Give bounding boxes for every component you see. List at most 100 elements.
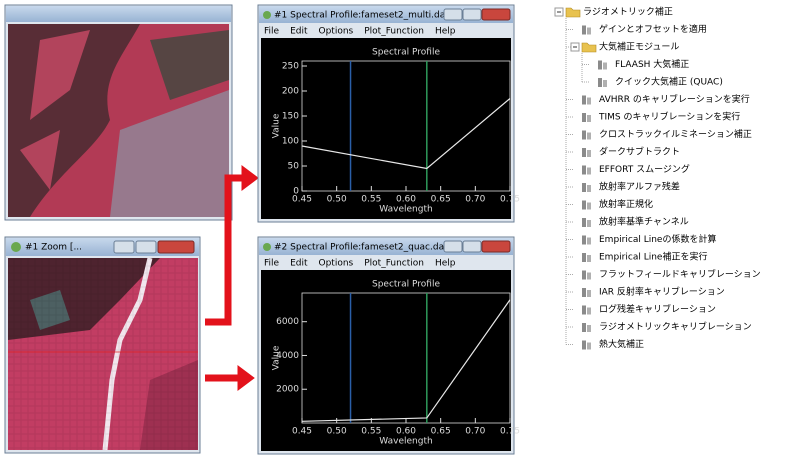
x-tick-label: 0.65 [431,195,451,205]
arrow-head [242,166,258,190]
close-button[interactable] [158,241,194,253]
window-title: #1 Spectral Profile:fameset2_multi.dat [274,11,449,21]
tree-item[interactable]: 放射率基準チャンネル [599,216,689,228]
tree-item[interactable]: ラジオメトリックキャリブレーション [599,321,752,333]
tool-icon [582,26,586,35]
tool-icon [582,236,586,245]
y-tick-label: 6000 [276,317,299,327]
menu-item[interactable]: Plot_Function [364,259,424,269]
tree-item[interactable]: IAR 反射率キャリブレーション [599,286,725,298]
tool-icon [587,255,591,262]
profile-windows: #1 Spectral Profile:fameset2_multi.dat Fi… [258,5,520,454]
menu-item[interactable]: Options [319,259,354,269]
tool-icon [587,290,591,297]
plot-title: Spectral Profile [372,48,440,58]
tool-icon [582,183,586,192]
tool-icon [582,271,586,280]
menu-item[interactable]: Plot_Function [364,27,424,37]
menu-item[interactable]: Help [435,259,456,269]
close-button[interactable] [482,241,510,252]
tool-icon [582,218,586,227]
menu-item[interactable]: Edit [290,259,308,269]
folder-icon [566,8,580,17]
tree-item[interactable]: EFFORT スムージング [599,163,690,175]
tool-icon [582,306,586,315]
tree-item[interactable]: ラジオメトリック補正 [583,6,673,18]
tool-icon [587,238,591,245]
tool-icon [587,168,591,175]
menu-item[interactable]: Help [435,27,456,37]
zoom-window: #1 Zoom [... [5,237,200,453]
x-tick-label: 0.60 [396,195,416,205]
tool-icon [603,63,607,70]
x-tick-label: 0.55 [361,427,381,437]
tree-item[interactable]: 放射率正規化 [599,198,653,210]
profile-window: #1 Spectral Profile:fameset2_multi.dat Fi… [258,5,520,222]
tree-item[interactable]: AVHRR のキャリブレーションを実行 [599,93,750,105]
tool-icon [587,28,591,35]
minimize-button[interactable] [114,241,134,253]
window-title: #2 Spectral Profile:fameset2_quac.dat [274,243,448,253]
profile-window: #2 Spectral Profile:fameset2_quac.dat Fil… [258,237,520,454]
tool-icon [587,343,591,350]
x-tick-label: 0.60 [396,427,416,437]
app-icon [263,243,271,251]
tree-item[interactable]: FLAASH 大気補正 [615,58,689,70]
tool-icon [587,185,591,192]
x-tick-label: 0.50 [327,427,347,437]
window-title: #1 Zoom [... [25,243,82,253]
y-tick-label: 200 [282,87,299,97]
folder-icon [582,43,596,52]
x-tick-label: 0.75 [500,195,520,205]
tree-item[interactable]: ゲインとオフセットを適用 [599,23,707,35]
tool-icon [598,78,602,87]
maximize-button[interactable] [463,9,481,20]
tool-icon [587,98,591,105]
close-button[interactable] [482,9,510,20]
menu-item[interactable]: Edit [290,27,308,37]
tool-icon [587,220,591,227]
tool-icon [582,341,586,350]
menu-item[interactable]: Options [319,27,354,37]
x-axis-label: Wavelength [379,205,432,215]
x-tick-label: 0.65 [431,427,451,437]
y-axis-label: Value [272,345,282,370]
tree-item[interactable]: フラットフィールドキャリブレーション [599,268,761,280]
maximize-button[interactable] [463,241,481,252]
tree-item[interactable]: TIMS のキャリブレーションを実行 [598,111,740,123]
x-axis-label: Wavelength [379,437,432,447]
app-icon [263,11,271,19]
tree-item[interactable]: 熱大気補正 [599,338,644,350]
tool-icon [582,113,586,122]
app-icon [11,242,21,252]
x-tick-label: 0.55 [361,195,381,205]
tree-item[interactable]: 放射率アルファ残差 [599,181,680,193]
tool-icon [587,308,591,315]
screenshot: #1 Zoom [... #1 Spectral Profile:fameset… [0,0,787,457]
tree-item[interactable]: 大気補正モジュール [599,41,679,53]
y-tick-label: 250 [282,62,299,72]
tree-item[interactable]: Empirical Lineの係数を計算 [599,233,716,245]
menu-item[interactable]: File [264,27,280,37]
y-tick-label: 150 [282,112,299,122]
maximize-button[interactable] [136,241,156,253]
tool-icon [582,253,586,262]
tool-icon [582,201,586,210]
tree-item[interactable]: クイック大気補正 (QUAC) [615,76,723,88]
tool-icon [587,325,591,332]
menu-item[interactable]: File [264,259,280,269]
image-window [5,5,232,220]
y-axis-label: Value [272,113,282,138]
tree-item[interactable]: クロストラックイルミネーション補正 [599,128,752,140]
x-tick-label: 0.70 [465,427,485,437]
tree-item[interactable]: Empirical Line補正を実行 [599,251,707,263]
tool-icon [587,133,591,140]
tool-icon [582,96,586,105]
x-tick-label: 0.45 [292,195,312,205]
minimize-button[interactable] [444,9,462,20]
tool-icon [603,80,607,87]
tree-item[interactable]: ログ残差キャリブレーション [599,303,716,315]
tree-item[interactable]: ダークサブトラクト [599,146,680,158]
minimize-button[interactable] [444,241,462,252]
